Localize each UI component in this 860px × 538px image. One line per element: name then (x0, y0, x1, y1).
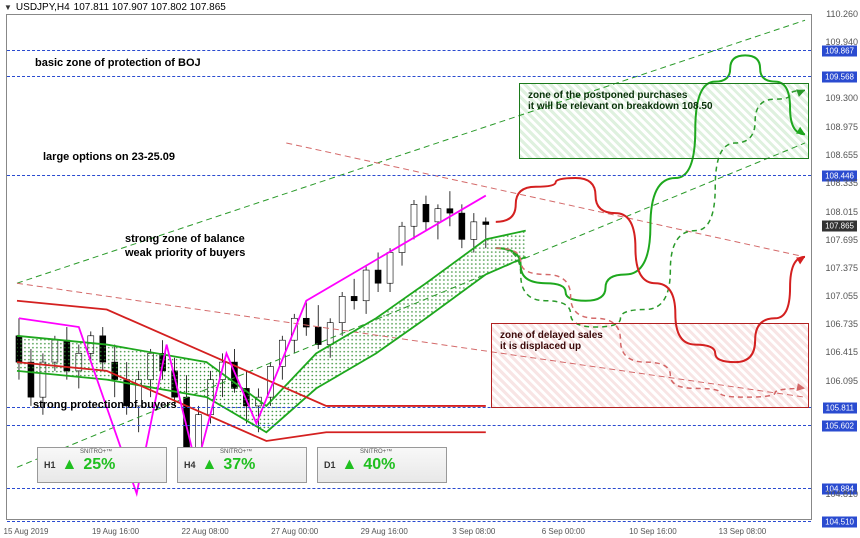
annotation-text: large options on 23-25.09 (43, 151, 175, 163)
horizontal-level: 108.446 (7, 175, 811, 176)
y-tick: 110.260 (826, 9, 858, 19)
y-tick: 104.810 (825, 489, 858, 499)
horizontal-level: 109.867 (7, 50, 811, 51)
annotation-text: basic zone of protection of BOJ (35, 57, 201, 69)
buy-zone-box: zone of the postponed purchasesit will b… (519, 83, 809, 159)
y-tick: 106.735 (825, 319, 858, 329)
x-tick: 13 Sep 08:00 (719, 527, 767, 536)
y-tick: 108.335 (825, 178, 858, 188)
y-tick: 108.015 (825, 207, 858, 217)
x-tick: 15 Aug 2019 (4, 527, 49, 536)
percent-label: 37% (223, 456, 255, 474)
annotation-text: strong protection of buyers (33, 399, 177, 411)
y-tick: 109.300 (825, 93, 858, 103)
snitro-brand: SNITRO+™ (80, 449, 112, 455)
zone-text: zone of delayed sales (500, 330, 800, 341)
up-arrow-icon: ▲ (202, 456, 218, 474)
zone-text: it is displaced up (500, 341, 800, 352)
y-tick: 106.415 (825, 347, 858, 357)
x-tick: 10 Sep 16:00 (629, 527, 677, 536)
up-arrow-icon: ▲ (342, 456, 358, 474)
zone-text: it will be relevant on breakdown 108.50 (528, 101, 800, 112)
horizontal-level: 105.602 (7, 425, 811, 426)
x-axis: 15 Aug 2019 19 Aug 16:00 22 Aug 08:00 27 Au… (6, 522, 812, 536)
symbol-label: USDJPY,H4 (16, 2, 70, 13)
y-tick: 106.095 (825, 376, 858, 386)
percent-label: 25% (83, 456, 115, 474)
y-tick: 107.055 (825, 291, 858, 301)
sell-zone-box: zone of delayed salesit is displaced up (491, 323, 809, 408)
chart-header: ▼ USDJPY,H4 107.811 107.907 107.802 107.… (4, 2, 226, 13)
y-axis: 110.260109.940109.300108.975108.655108.3… (814, 14, 860, 520)
x-tick: 22 Aug 08:00 (182, 527, 229, 536)
x-tick: 6 Sep 00:00 (542, 527, 585, 536)
y-tick: 108.655 (825, 150, 858, 160)
y-tick: 108.975 (825, 122, 858, 132)
horizontal-level: 109.568 (7, 76, 811, 77)
snitro-panel: D1 ▲ 40%SNITRO+™ (317, 447, 447, 483)
timeframe-label: H4 (184, 460, 196, 470)
y-tick: 107.695 (825, 235, 858, 245)
ohlc-label: 107.811 107.907 107.802 107.865 (74, 2, 226, 13)
snitro-brand: SNITRO+™ (360, 449, 392, 455)
x-tick: 29 Aug 16:00 (361, 527, 408, 536)
timeframe-label: D1 (324, 460, 336, 470)
percent-label: 40% (363, 456, 395, 474)
horizontal-level: 104.884 (7, 488, 811, 489)
dropdown-icon[interactable]: ▼ (4, 3, 12, 12)
snitro-panel: H4 ▲ 37%SNITRO+™ (177, 447, 307, 483)
chart-container: ▼ USDJPY,H4 107.811 107.907 107.802 107.… (0, 0, 860, 538)
annotation-text: weak priority of buyers (125, 247, 245, 259)
plot-area[interactable]: 109.867109.568108.446105.811105.602104.8… (6, 14, 812, 520)
snitro-panel: H1 ▲ 25%SNITRO+™ (37, 447, 167, 483)
x-tick: 3 Sep 08:00 (452, 527, 495, 536)
annotation-text: strong zone of balance (125, 233, 245, 245)
x-tick: 27 Aug 00:00 (271, 527, 318, 536)
y-tick: 109.940 (825, 37, 858, 47)
snitro-brand: SNITRO+™ (220, 449, 252, 455)
timeframe-label: H1 (44, 460, 56, 470)
y-tick: 107.375 (825, 263, 858, 273)
up-arrow-icon: ▲ (62, 456, 78, 474)
zone-text: zone of the postponed purchases (528, 90, 800, 101)
x-tick: 19 Aug 16:00 (92, 527, 139, 536)
